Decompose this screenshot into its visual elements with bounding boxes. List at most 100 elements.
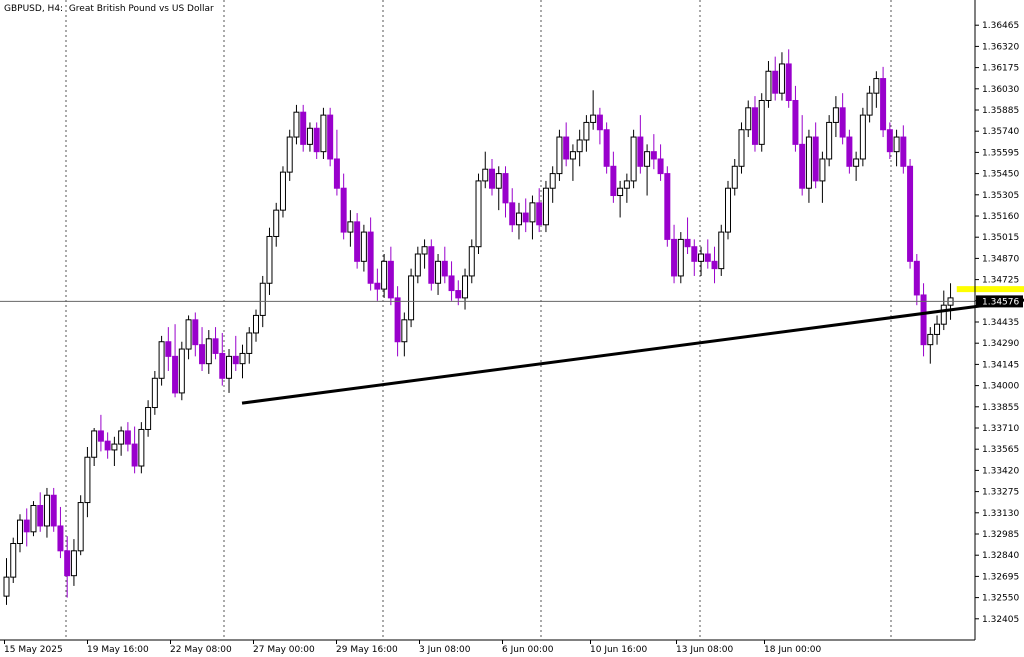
candle-22 (151, 370, 158, 415)
candle-10 (70, 539, 77, 586)
candle-body-57 (387, 260, 394, 299)
candle-body-46 (313, 127, 320, 153)
candlesticks (3, 49, 954, 605)
candle-body-123 (832, 107, 839, 123)
candle-134 (907, 158, 914, 269)
candle-44 (300, 104, 307, 152)
candle-body-22 (151, 377, 158, 409)
candle-118 (799, 115, 806, 196)
candle-body-139 (940, 304, 947, 325)
candle-body-8 (57, 525, 64, 552)
candle-5 (37, 492, 44, 532)
y-tick-label-6: 1.35595 (982, 148, 1019, 158)
candle-body-66 (448, 275, 455, 292)
y-tick-label-22: 1.33275 (982, 488, 1019, 498)
candle-92 (623, 173, 630, 203)
candle-64 (435, 254, 442, 295)
candle-28 (192, 312, 199, 357)
candle-body-122 (826, 121, 833, 160)
candle-61 (414, 246, 421, 284)
candle-89 (603, 122, 610, 174)
candle-136 (920, 283, 927, 357)
candle-14 (97, 414, 104, 452)
candle-body-100 (677, 238, 684, 277)
y-tick-label-12: 1.34725 (982, 276, 1019, 286)
title-desc-separator: : (60, 4, 69, 14)
candle-114 (772, 56, 779, 101)
candle-body-125 (846, 136, 853, 167)
candle-82 (556, 129, 563, 181)
y-tick-label-4: 1.35885 (982, 106, 1019, 116)
candle-54 (367, 217, 374, 291)
candle-93 (630, 129, 637, 189)
candle-81 (549, 166, 556, 203)
candle-body-4 (30, 504, 37, 533)
candle-body-91 (617, 187, 624, 197)
candle-19 (131, 426, 138, 474)
candle-30 (205, 330, 212, 374)
drawings (0, 286, 1024, 405)
y-tick-label-15: 1.34290 (982, 339, 1019, 349)
candle-91 (617, 180, 624, 218)
candle-body-85 (576, 139, 583, 153)
candle-body-23 (158, 341, 165, 379)
candle-body-33 (226, 355, 233, 379)
candle-111 (751, 96, 758, 152)
candle-55 (374, 268, 381, 301)
candle-96 (650, 134, 657, 170)
y-tick-label-26: 1.32695 (982, 572, 1019, 582)
y-tick-label-25: 1.32840 (982, 551, 1019, 561)
candle-125 (846, 129, 853, 174)
candle-49 (333, 129, 340, 196)
x-tick-label-9: 18 Jun 00:00 (764, 645, 821, 655)
candle-body-59 (401, 319, 408, 343)
candle-body-126 (853, 158, 860, 167)
candle-40 (273, 202, 280, 247)
candle-20 (138, 422, 145, 474)
candle-73 (495, 166, 502, 211)
candle-body-2 (16, 519, 23, 545)
candle-body-75 (509, 202, 516, 226)
candle-body-37 (252, 314, 259, 334)
candle-body-65 (441, 260, 448, 277)
candle-body-119 (805, 136, 812, 189)
candle-body-88 (596, 114, 603, 131)
candle-body-56 (381, 260, 388, 290)
candle-34 (232, 335, 239, 371)
candle-body-81 (549, 173, 556, 189)
candle-57 (387, 246, 394, 306)
candle-52 (354, 213, 361, 269)
candle-97 (657, 144, 664, 181)
candle-body-60 (408, 275, 415, 321)
candle-48 (327, 107, 334, 167)
vertical-grid (65, 0, 892, 640)
candle-117 (792, 85, 799, 152)
candle-58 (394, 286, 401, 357)
candle-body-16 (111, 443, 118, 451)
candle-69 (468, 239, 475, 284)
candle-body-118 (799, 143, 806, 189)
candle-body-116 (785, 63, 792, 101)
candle-66 (448, 261, 455, 301)
candle-body-43 (293, 111, 300, 138)
title-separator: , (42, 4, 48, 14)
candle-53 (360, 224, 367, 272)
candle-body-17 (118, 430, 125, 445)
candle-6 (43, 487, 50, 538)
candle-129 (873, 71, 880, 108)
candle-106 (718, 224, 725, 276)
candle-body-71 (482, 168, 489, 182)
candle-109 (738, 122, 745, 174)
candle-85 (576, 129, 583, 167)
candle-body-93 (630, 136, 637, 182)
candle-112 (758, 93, 765, 152)
x-tick-label-2: 22 May 08:00 (170, 645, 232, 655)
candle-body-9 (64, 550, 71, 577)
y-tick-label-1: 1.36320 (982, 42, 1019, 52)
y-tick-label-19: 1.33710 (982, 424, 1019, 434)
candle-59 (401, 312, 408, 357)
candle-body-103 (698, 253, 705, 262)
candle-body-95 (644, 151, 651, 167)
candle-72 (489, 158, 495, 196)
